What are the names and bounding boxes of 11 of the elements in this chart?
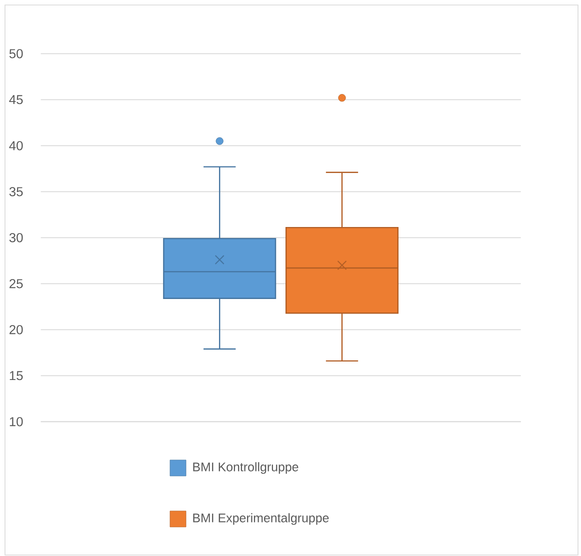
legend-label: BMI Experimentalgruppe [193, 513, 329, 525]
y-tick-label: 15 [10, 371, 23, 380]
y-tick-label: 10 [10, 417, 23, 426]
y-tick-label: 45 [9, 95, 23, 104]
y-tick-label: 20 [10, 325, 23, 334]
y-tick-label: 40 [9, 141, 23, 150]
y-tick-label: 30 [9, 233, 23, 242]
y-tick-label: 25 [10, 279, 23, 288]
legend-label: BMI Kontrollgruppe [193, 462, 298, 474]
y-tick-label: 50 [9, 49, 23, 58]
y-tick-label: 35 [9, 187, 23, 196]
